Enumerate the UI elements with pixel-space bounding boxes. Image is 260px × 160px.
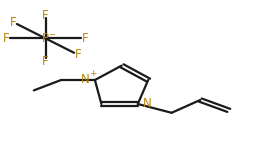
Text: F: F: [2, 32, 9, 45]
Text: F: F: [82, 32, 89, 45]
Text: N: N: [81, 73, 89, 86]
Text: N: N: [143, 97, 152, 110]
Text: P: P: [42, 32, 49, 45]
Text: F: F: [10, 16, 17, 29]
Text: F: F: [42, 9, 49, 22]
Text: F: F: [74, 48, 81, 61]
Text: −: −: [48, 30, 55, 39]
Text: F: F: [42, 55, 49, 68]
Text: +: +: [89, 69, 97, 78]
